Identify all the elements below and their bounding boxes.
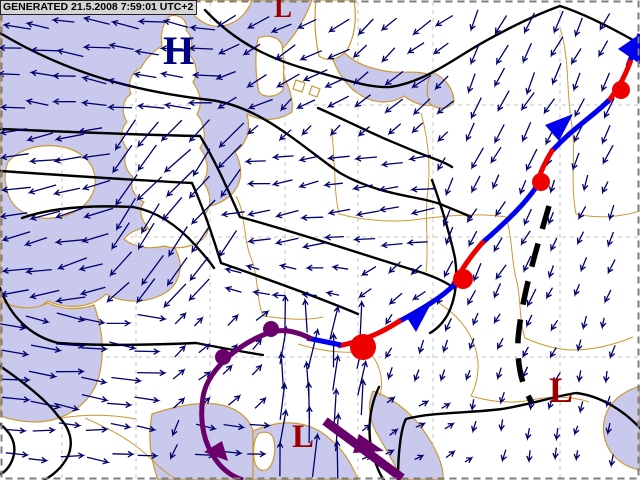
country-borders-layer bbox=[59, 27, 640, 480]
trough-line bbox=[515, 205, 552, 405]
generated-timestamp: GENERATED 21.5.2008 7:59:01 UTC+2 bbox=[0, 0, 198, 15]
land-layer bbox=[4, 0, 356, 471]
pressure-label-low-east: L bbox=[549, 370, 574, 410]
front-layer bbox=[199, 33, 640, 480]
pressure-label-low-north: L bbox=[274, 0, 293, 23]
pressure-label-high: H bbox=[163, 28, 195, 73]
wind-arrows-layer bbox=[0, 9, 616, 479]
pressure-label-low-south: L bbox=[292, 419, 315, 455]
